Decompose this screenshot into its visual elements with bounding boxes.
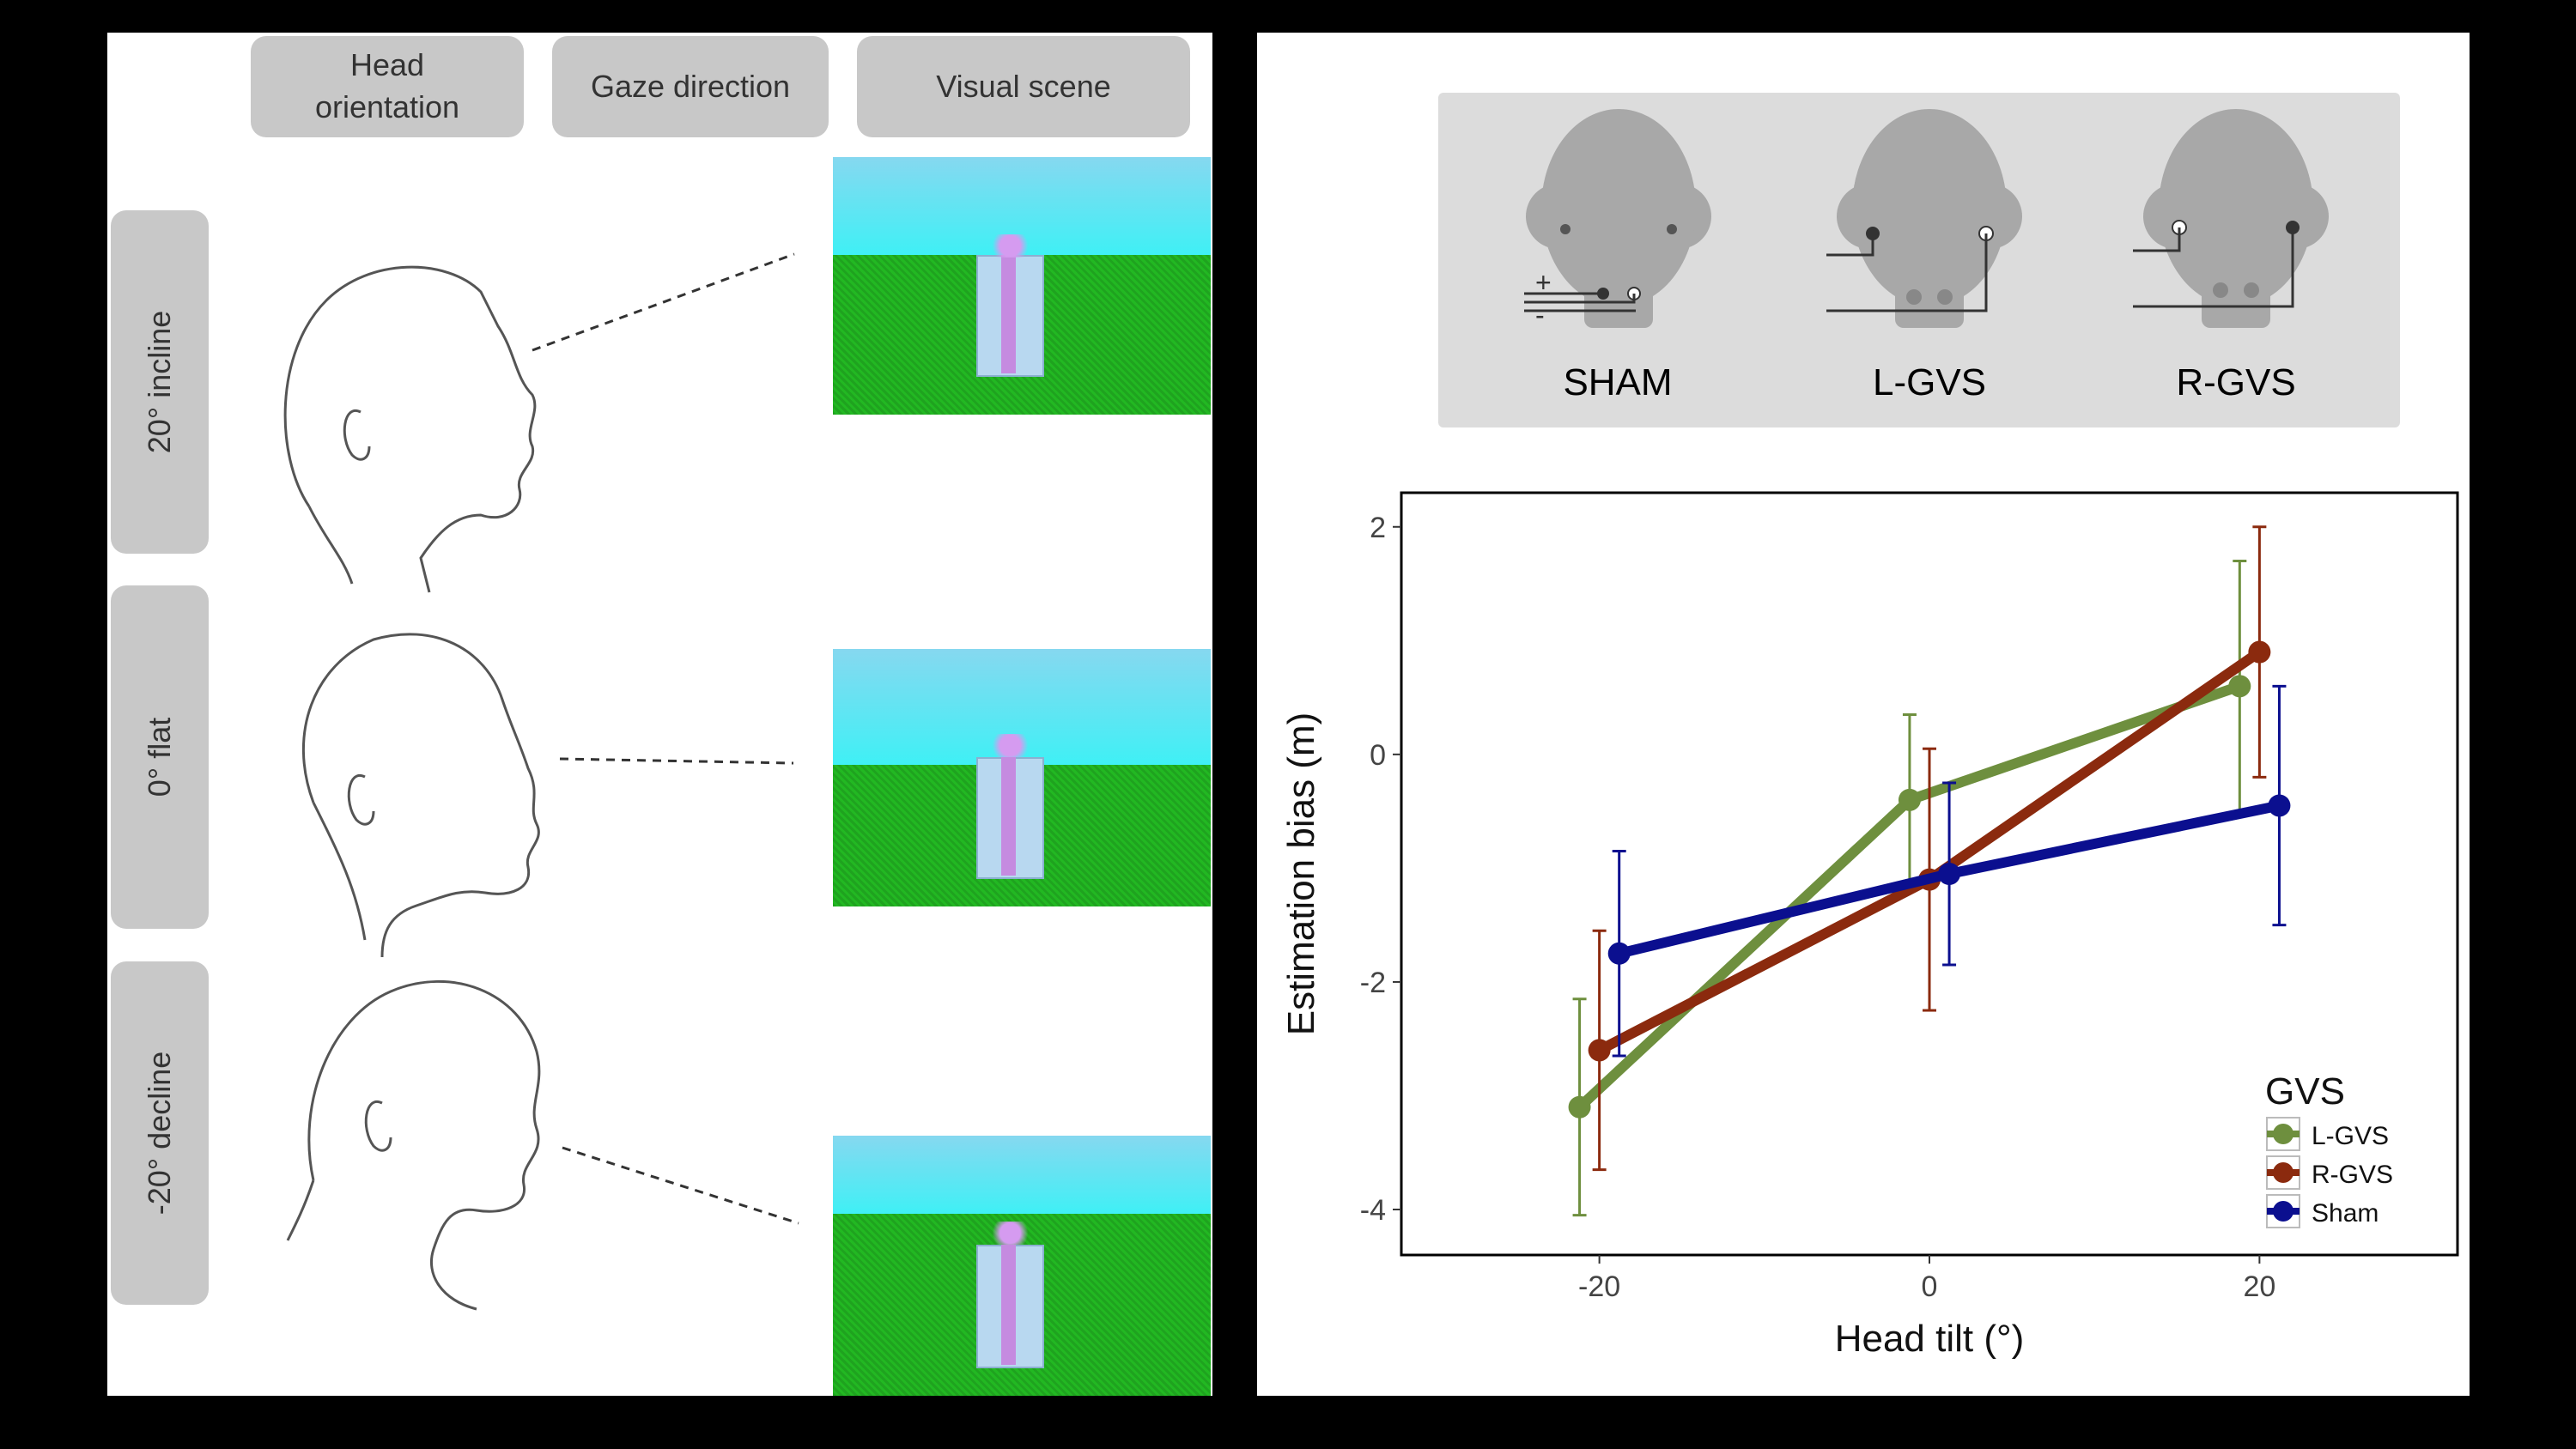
row-label-incline: 20° incline [111, 210, 209, 554]
data-point-r-gvs [1588, 1039, 1611, 1062]
data-point-l-gvs [1568, 1095, 1591, 1119]
data-point-sham [1607, 942, 1631, 965]
y-tick-label: 2 [1370, 512, 1386, 544]
header-head-orientation: Head orientation [251, 36, 524, 137]
gift-ribbon [1000, 1245, 1017, 1365]
scene-sky [833, 1136, 1211, 1214]
legend-label-sham: Sham [2312, 1199, 2379, 1228]
legend: GVS L-GVS R-GVS Sham [2265, 1070, 2393, 1228]
gift-ribbon [1000, 255, 1017, 373]
scene-decline [833, 1136, 1211, 1396]
x-tick-label: -20 [1578, 1270, 1620, 1303]
legend-label-r-gvs: R-GVS [2312, 1161, 2393, 1189]
header-gaze-direction: Gaze direction [552, 36, 829, 137]
legend-label-l-gvs: L-GVS [2312, 1122, 2389, 1150]
gift-bow [987, 734, 1034, 757]
gift-bow [987, 234, 1034, 258]
header-visual-scene: Visual scene [857, 36, 1190, 137]
legend-key-dot [2273, 1201, 2293, 1222]
x-axis-label: Head tilt (°) [1835, 1318, 2025, 1360]
y-tick-label: -4 [1360, 1194, 1386, 1227]
scene-incline [833, 157, 1211, 415]
y-tick-label: -2 [1360, 967, 1386, 999]
gift-ribbon [1000, 757, 1017, 876]
legend-title: GVS [2265, 1070, 2345, 1113]
legend-key-dot [2273, 1124, 2293, 1144]
data-point-r-gvs [2248, 640, 2271, 664]
data-point-sham [1938, 863, 1961, 885]
y-axis: 2 0 -2 -4 [1360, 512, 1401, 1227]
x-axis: -20 0 20 [1578, 1255, 2275, 1303]
scene-flat [833, 649, 1211, 906]
x-tick-label: 20 [2243, 1270, 2275, 1303]
legend-key-dot [2273, 1162, 2293, 1183]
series-layer [1568, 525, 2291, 1217]
y-axis-label: Estimation bias (m) [1280, 712, 1322, 1036]
x-tick-label: 0 [1922, 1270, 1938, 1303]
gift-bow [987, 1221, 1034, 1246]
data-point-l-gvs [2228, 675, 2251, 698]
row-label-decline: -20° decline [111, 961, 209, 1305]
row-label-flat: 0° flat [111, 585, 209, 929]
data-point-sham [2268, 794, 2291, 817]
data-point-l-gvs [1898, 788, 1921, 811]
y-tick-label: 0 [1370, 739, 1386, 772]
